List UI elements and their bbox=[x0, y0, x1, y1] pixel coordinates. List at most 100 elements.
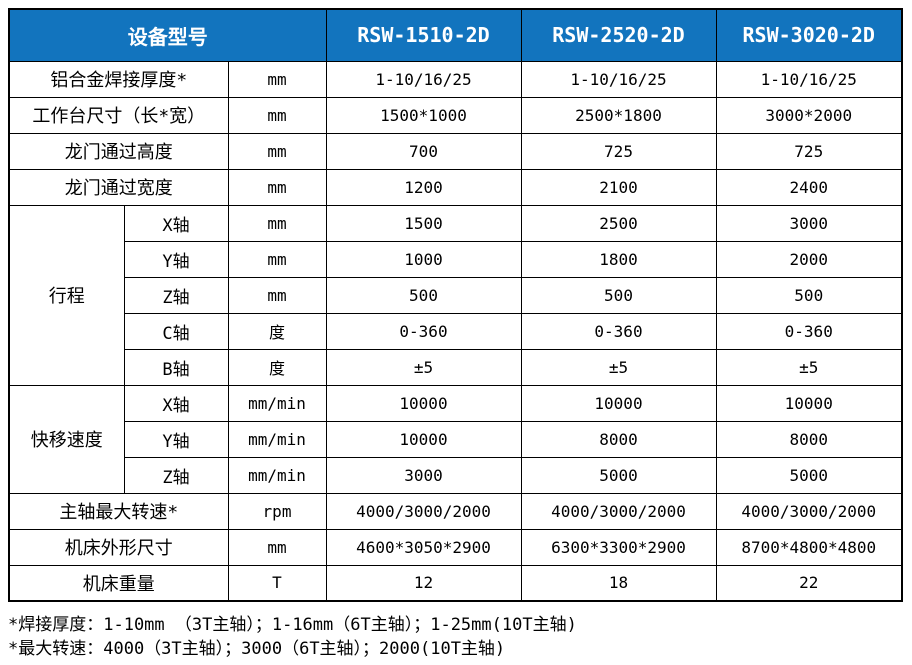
spec-label-machine-weight: 机床重量 bbox=[8, 564, 229, 602]
table-row: 龙门通过宽度 mm 1200 2100 2400 bbox=[8, 168, 903, 206]
value-cell: 22 bbox=[715, 564, 903, 602]
value-cell: 12 bbox=[325, 564, 522, 602]
value-cell: 3000 bbox=[715, 204, 903, 242]
unit-cell: mm bbox=[227, 60, 327, 98]
unit-cell: mm bbox=[227, 132, 327, 170]
value-cell: 0-360 bbox=[325, 312, 522, 350]
spec-label-gantry-width: 龙门通过宽度 bbox=[8, 168, 229, 206]
unit-cell: 度 bbox=[227, 348, 327, 386]
value-cell: ±5 bbox=[715, 348, 903, 386]
value-cell: 1000 bbox=[325, 240, 522, 278]
table-row: 机床重量 T 12 18 22 bbox=[8, 564, 903, 602]
axis-label-z: Z轴 bbox=[123, 276, 229, 314]
table-row: 龙门通过高度 mm 700 725 725 bbox=[8, 132, 903, 170]
unit-cell: mm/min bbox=[227, 456, 327, 494]
unit-cell: mm bbox=[227, 528, 327, 566]
value-cell: 4000/3000/2000 bbox=[520, 492, 717, 530]
table-row: Y轴 mm/min 10000 8000 8000 bbox=[9, 420, 903, 458]
value-cell: 3000 bbox=[325, 456, 522, 494]
device-model-header: 设备型号 bbox=[8, 8, 327, 62]
value-cell: 5000 bbox=[520, 456, 717, 494]
spec-label-max-spindle-speed: 主轴最大转速* bbox=[8, 492, 229, 530]
table-row: 主轴最大转速* rpm 4000/3000/2000 4000/3000/200… bbox=[8, 492, 903, 530]
footnote-max-speed: *最大转速：4000（3T主轴）；3000（6T主轴）；2000(10T主轴) bbox=[8, 639, 506, 659]
unit-cell: mm bbox=[227, 96, 327, 134]
value-cell: 725 bbox=[715, 132, 903, 170]
value-cell: 1800 bbox=[520, 240, 717, 278]
spec-label-gantry-height: 龙门通过高度 bbox=[8, 132, 229, 170]
table-row: Z轴 mm/min 3000 5000 5000 bbox=[9, 456, 903, 494]
spec-label-weld-thickness: 铝合金焊接厚度* bbox=[8, 60, 229, 98]
value-cell: 10000 bbox=[715, 384, 903, 422]
table-row: B轴 度 ±5 ±5 ±5 bbox=[9, 348, 903, 386]
value-cell: 8000 bbox=[715, 420, 903, 458]
table-row: C轴 度 0-360 0-360 0-360 bbox=[9, 312, 903, 350]
axis-label-c: C轴 bbox=[123, 312, 229, 350]
value-cell: 0-360 bbox=[520, 312, 717, 350]
model-header-rsw-2520-2d: RSW-2520-2D bbox=[520, 8, 717, 62]
axis-label-y: Y轴 bbox=[123, 420, 229, 458]
value-cell: ±5 bbox=[325, 348, 522, 386]
unit-cell: mm/min bbox=[227, 420, 327, 458]
footnotes: *焊接厚度：1-10mm （3T主轴）；1-16mm（6T主轴）；1-25mm(… bbox=[8, 613, 912, 661]
unit-cell: rpm bbox=[227, 492, 327, 530]
table-row: 工作台尺寸（长*宽） mm 1500*1000 2500*1800 3000*2… bbox=[8, 96, 903, 134]
model-header-rsw-1510-2d: RSW-1510-2D bbox=[325, 8, 522, 62]
value-cell: 725 bbox=[520, 132, 717, 170]
unit-cell: mm bbox=[227, 240, 327, 278]
unit-cell: T bbox=[227, 564, 327, 602]
value-cell: 2500 bbox=[520, 204, 717, 242]
value-cell: 1-10/16/25 bbox=[715, 60, 903, 98]
value-cell: 18 bbox=[520, 564, 717, 602]
value-cell: 5000 bbox=[715, 456, 903, 494]
unit-cell: mm bbox=[227, 168, 327, 206]
value-cell: 1-10/16/25 bbox=[520, 60, 717, 98]
value-cell: 8700*4800*4800 bbox=[715, 528, 903, 566]
table-row: Y轴 mm 1000 1800 2000 bbox=[9, 240, 903, 278]
value-cell: 0-360 bbox=[715, 312, 903, 350]
footnote-welding-thickness: *焊接厚度：1-10mm （3T主轴）；1-16mm（6T主轴）；1-25mm(… bbox=[8, 615, 577, 635]
group-cell-travel: 行程 bbox=[8, 204, 125, 386]
value-cell: 2100 bbox=[520, 168, 717, 206]
table-row: 行程 X轴 mm 1500 2500 3000 bbox=[8, 204, 903, 386]
value-cell: ±5 bbox=[520, 348, 717, 386]
axis-label-y: Y轴 bbox=[123, 240, 229, 278]
value-cell: 1-10/16/25 bbox=[325, 60, 522, 98]
value-cell: 500 bbox=[325, 276, 522, 314]
axis-label-x: X轴 bbox=[123, 384, 229, 422]
axis-label-b: B轴 bbox=[123, 348, 229, 386]
table-row: 机床外形尺寸 mm 4600*3050*2900 6300*3300*2900 … bbox=[8, 528, 903, 566]
table-row: 快移速度 X轴 mm/min 10000 10000 10000 bbox=[8, 384, 903, 494]
value-cell: 1500*1000 bbox=[325, 96, 522, 134]
value-cell: 10000 bbox=[325, 420, 522, 458]
value-cell: 500 bbox=[715, 276, 903, 314]
spec-table: 设备型号 RSW-1510-2D RSW-2520-2D RSW-3020-2D… bbox=[8, 8, 903, 602]
value-cell: 3000*2000 bbox=[715, 96, 903, 134]
value-cell: 500 bbox=[520, 276, 717, 314]
value-cell: 1200 bbox=[325, 168, 522, 206]
value-cell: 700 bbox=[325, 132, 522, 170]
header-row: 设备型号 RSW-1510-2D RSW-2520-2D RSW-3020-2D bbox=[8, 8, 903, 62]
value-cell: 1500 bbox=[325, 204, 522, 242]
group-cell-rapid-speed: 快移速度 bbox=[8, 384, 125, 494]
unit-cell: mm bbox=[227, 204, 327, 242]
spec-label-machine-dimensions: 机床外形尺寸 bbox=[8, 528, 229, 566]
unit-cell: mm/min bbox=[227, 384, 327, 422]
axis-label-z: Z轴 bbox=[123, 456, 229, 494]
unit-cell: 度 bbox=[227, 312, 327, 350]
value-cell: 2000 bbox=[715, 240, 903, 278]
spec-label-worktable-size: 工作台尺寸（长*宽） bbox=[8, 96, 229, 134]
value-cell: 2500*1800 bbox=[520, 96, 717, 134]
value-cell: 2400 bbox=[715, 168, 903, 206]
axis-label-x: X轴 bbox=[123, 204, 229, 242]
value-cell: 4000/3000/2000 bbox=[715, 492, 903, 530]
value-cell: 4000/3000/2000 bbox=[325, 492, 522, 530]
value-cell: 10000 bbox=[325, 384, 522, 422]
value-cell: 6300*3300*2900 bbox=[520, 528, 717, 566]
value-cell: 10000 bbox=[520, 384, 717, 422]
model-header-rsw-3020-2d: RSW-3020-2D bbox=[715, 8, 903, 62]
table-row: 铝合金焊接厚度* mm 1-10/16/25 1-10/16/25 1-10/1… bbox=[8, 60, 903, 98]
value-cell: 8000 bbox=[520, 420, 717, 458]
table-row: Z轴 mm 500 500 500 bbox=[9, 276, 903, 314]
